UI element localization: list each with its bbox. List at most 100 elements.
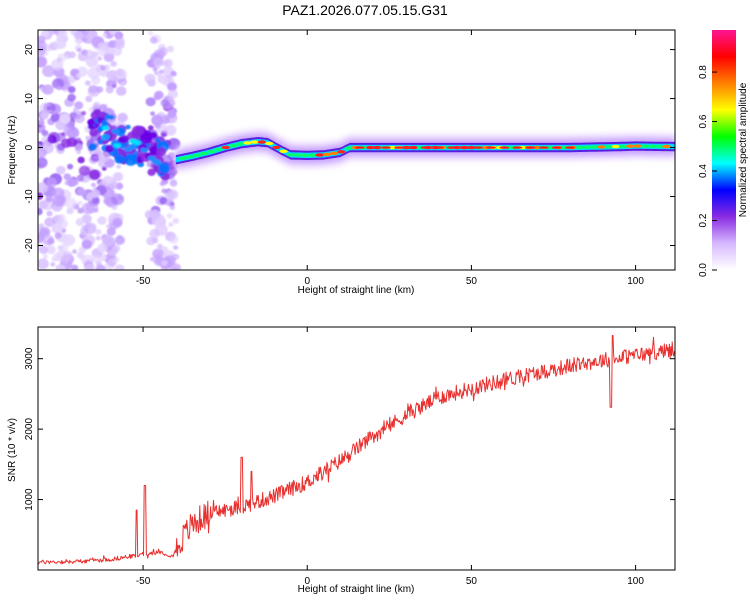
noise-blob [164, 124, 177, 136]
noise-blob [52, 216, 59, 222]
spectrogram-frame [37, 29, 676, 271]
noise-blob [78, 165, 91, 176]
noise-blob [97, 42, 107, 51]
noise-blob [42, 254, 48, 259]
noise-blob [45, 195, 53, 203]
noise-blob [38, 258, 49, 270]
ridge-peak [467, 145, 476, 150]
noise-blob [50, 113, 61, 123]
noise-blob [112, 46, 122, 56]
noise-blob [91, 182, 96, 188]
noise-blob [52, 187, 65, 199]
noise-blob [153, 57, 164, 68]
noise-blob [91, 197, 99, 204]
ridge-peak [525, 146, 536, 149]
noise-blob [101, 125, 110, 131]
spectrogram-x-axis-label: Height of straight line (km) [298, 285, 415, 296]
ridge-peak [214, 147, 223, 152]
ridge-peak [446, 146, 457, 149]
noise-blob [147, 30, 154, 36]
colorbar-ticks: 0.0 0.2 0.4 0.6 0.8 [698, 65, 717, 277]
noise-blob [116, 164, 121, 169]
noise-blob [66, 207, 74, 215]
noise-blob [163, 59, 173, 68]
noise-blob [149, 209, 161, 220]
x-tick-label: 50 [466, 276, 478, 287]
ridge-peak [293, 153, 303, 157]
noise-blob [112, 83, 117, 89]
ridge-peak [394, 146, 405, 149]
noise-blob [42, 65, 56, 78]
noise-blob [89, 128, 99, 137]
noise-blob [114, 154, 125, 164]
noise-blob [158, 47, 168, 56]
ridge-peak [243, 141, 252, 145]
noise-blob [62, 234, 76, 247]
ridge-peak [420, 146, 431, 149]
noise-blob [108, 40, 117, 49]
ridge-peak [315, 153, 324, 157]
ridge-peak [344, 146, 353, 150]
ridge-peak [473, 146, 483, 149]
noise-blob [77, 200, 83, 206]
noise-blob [170, 70, 177, 77]
noise-blob [56, 85, 62, 91]
noise-blob [85, 135, 91, 141]
noise-blob [38, 119, 45, 126]
ridge-peak [655, 144, 664, 149]
noise-blob [172, 217, 180, 224]
noise-blob [169, 179, 178, 187]
noise-blob [95, 229, 102, 235]
snr-y-ticks: 1000 2000 3000 [24, 347, 675, 511]
noise-blob [88, 84, 98, 94]
ridge-peak [590, 145, 599, 149]
x-tick-label: 50 [466, 576, 478, 587]
noise-blob [87, 119, 95, 126]
noise-blob [79, 191, 85, 197]
noise-blob [95, 236, 101, 241]
ridge-peak [597, 145, 606, 149]
noise-blob [42, 84, 54, 95]
x-tick-label: -50 [136, 276, 151, 287]
noise-blob [102, 33, 108, 38]
noise-blob [47, 135, 57, 144]
noise-blob [83, 222, 97, 235]
noise-blob [166, 213, 173, 219]
ridge-peak [662, 144, 671, 149]
noise-blob [108, 181, 118, 190]
noise-blob [111, 193, 125, 206]
noise-blob [79, 254, 86, 261]
noise-blob [97, 139, 103, 145]
noise-blob [119, 135, 129, 144]
noise-blob [124, 146, 133, 152]
y-tick-label: 0 [24, 144, 35, 150]
noise-blob [91, 189, 101, 198]
noise-blob [147, 125, 154, 131]
noise-blob [97, 56, 103, 61]
spectrogram-y-axis-label: Frequency (Hz) [7, 116, 18, 185]
noise-blob [68, 51, 76, 59]
noise-blob [38, 182, 49, 193]
noise-blob [92, 101, 101, 109]
colorbar-tick-label: 0.4 [698, 164, 709, 178]
noise-blob [47, 238, 55, 245]
noise-blob [114, 31, 124, 40]
ridge-core [175, 139, 675, 163]
colorbar-tick-label: 0.8 [698, 65, 709, 79]
x-tick-label: 100 [627, 276, 644, 287]
noise-blob [46, 177, 58, 188]
noise-blob [103, 52, 115, 62]
noise-blob [97, 243, 108, 253]
noise-blob [57, 30, 68, 38]
ridge-peak [381, 146, 392, 149]
noise-blob [75, 218, 85, 226]
ridge-peak [272, 145, 281, 150]
ridge-peak [337, 150, 346, 154]
ridge-peak [257, 140, 267, 144]
ridge-peak [185, 155, 194, 159]
noise-blob [110, 30, 117, 34]
noise-blob [52, 78, 64, 90]
x-tick-label: 0 [304, 576, 310, 587]
ridge-peak [192, 153, 202, 157]
ridge-peak [640, 144, 649, 148]
